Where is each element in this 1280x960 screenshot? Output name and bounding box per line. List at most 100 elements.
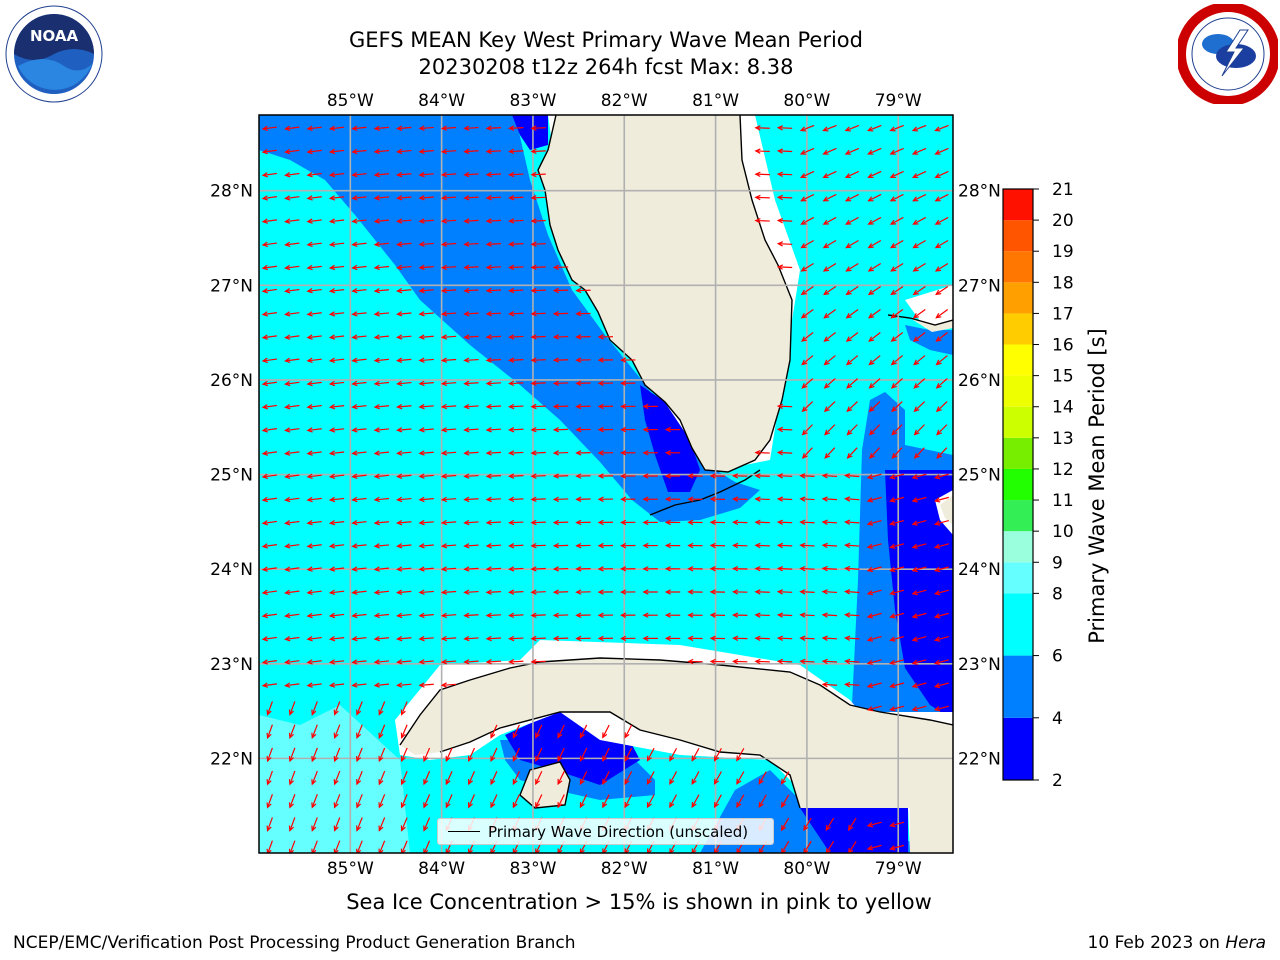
direction-arrowhead <box>687 635 694 642</box>
direction-arrowhead <box>732 635 739 642</box>
direction-arrowhead <box>463 496 470 503</box>
direction-arrow <box>468 794 476 808</box>
direction-arrowhead <box>440 519 448 526</box>
direction-arrowhead <box>284 450 291 456</box>
direction-arrow <box>464 405 479 408</box>
direction-arrowhead <box>620 357 627 363</box>
direction-arrow <box>778 498 793 501</box>
direction-arrow <box>486 196 502 199</box>
direction-arrowhead <box>463 473 470 479</box>
direction-arrowhead <box>664 589 671 595</box>
direction-arrowhead <box>866 613 874 619</box>
direction-arrow <box>464 242 479 246</box>
direction-arrowhead <box>535 755 541 762</box>
direction-arrow <box>419 312 434 315</box>
direction-arrowhead <box>776 496 784 502</box>
direction-arrow <box>579 747 588 761</box>
direction-arrow <box>464 590 479 594</box>
direction-arrow <box>535 724 543 738</box>
direction-arrow <box>755 544 770 547</box>
direction-arrow <box>890 170 904 178</box>
direction-arrow <box>557 747 565 761</box>
direction-arrowhead <box>463 334 470 340</box>
direction-arrow <box>823 147 837 155</box>
direction-arrowhead <box>911 590 918 596</box>
direction-arrowhead <box>575 334 582 340</box>
direction-arrow <box>397 242 412 246</box>
direction-arrow <box>869 401 881 412</box>
direction-arrow <box>669 771 678 785</box>
direction-arrowhead <box>736 778 742 785</box>
direction-arrowhead <box>552 450 560 456</box>
direction-arrow <box>311 770 318 785</box>
direction-arrow <box>535 771 543 785</box>
direction-arrow <box>267 840 273 853</box>
direction-arrow <box>307 242 322 246</box>
direction-arrow <box>352 265 367 269</box>
direction-arrow <box>374 544 390 547</box>
direction-arrowhead <box>866 126 874 132</box>
direction-arrowhead <box>552 380 560 387</box>
direction-arrowhead <box>463 380 470 387</box>
direction-arrowhead <box>866 543 874 549</box>
direction-arrowhead <box>776 473 784 479</box>
direction-arrowhead <box>552 519 560 526</box>
direction-arrow <box>356 701 363 715</box>
direction-arrow <box>935 216 949 225</box>
direction-arrow <box>778 428 793 431</box>
direction-arrow <box>845 170 860 178</box>
direction-arrowhead <box>934 243 941 249</box>
direction-arrowhead <box>328 148 336 155</box>
direction-arrowhead <box>396 589 403 595</box>
direction-arrowhead <box>261 357 269 364</box>
direction-arrowhead <box>463 264 470 271</box>
direction-arrowhead <box>530 427 537 433</box>
direction-arrowhead <box>530 125 537 131</box>
direction-arrow <box>867 682 882 688</box>
direction-arrow <box>352 405 367 408</box>
direction-arrow <box>311 701 318 715</box>
direction-arrowhead <box>467 802 473 809</box>
direction-arrow <box>755 498 770 501</box>
direction-arrowhead <box>821 612 828 618</box>
direction-arrowhead <box>800 289 807 296</box>
direction-arrow <box>755 614 770 617</box>
direction-arrowhead <box>508 287 515 294</box>
direction-arrow <box>307 219 322 223</box>
direction-arrow <box>509 382 524 385</box>
direction-arrowhead <box>575 473 582 479</box>
direction-arrow <box>464 358 479 362</box>
direction-arrow <box>755 660 770 663</box>
direction-arrow <box>330 567 345 571</box>
direction-arrow <box>397 544 412 547</box>
direction-arrow <box>778 475 793 477</box>
colorbar-tick-label: 9 <box>1052 553 1063 573</box>
direction-arrowhead <box>823 336 830 342</box>
direction-arrowhead <box>822 243 829 249</box>
direction-arrowhead <box>602 802 608 809</box>
direction-arrowhead <box>328 334 336 340</box>
direction-arrowhead <box>418 427 425 433</box>
direction-arrow <box>442 358 457 362</box>
direction-arrowhead <box>934 196 941 202</box>
direction-arrow <box>823 193 837 202</box>
direction-arrowhead <box>530 403 537 410</box>
colorbar-segment <box>1003 406 1033 438</box>
direction-arrow <box>423 770 431 785</box>
direction-arrow <box>823 285 837 295</box>
direction-arrowhead <box>288 825 294 832</box>
direction-arrow <box>846 239 859 249</box>
direction-arrow <box>509 196 524 199</box>
direction-arrow <box>419 683 434 686</box>
direction-arrow <box>442 567 457 570</box>
direction-arrow <box>824 355 836 365</box>
direction-arrowhead <box>261 195 269 201</box>
lon-tick-label-bottom: 79°W <box>875 859 922 879</box>
direction-arrow <box>419 382 434 385</box>
direction-arrowhead <box>284 241 291 248</box>
direction-arrow <box>778 266 793 269</box>
direction-arrow <box>822 474 838 478</box>
direction-arrow <box>509 289 524 292</box>
direction-arrow <box>846 401 858 412</box>
direction-arrow <box>442 312 457 315</box>
